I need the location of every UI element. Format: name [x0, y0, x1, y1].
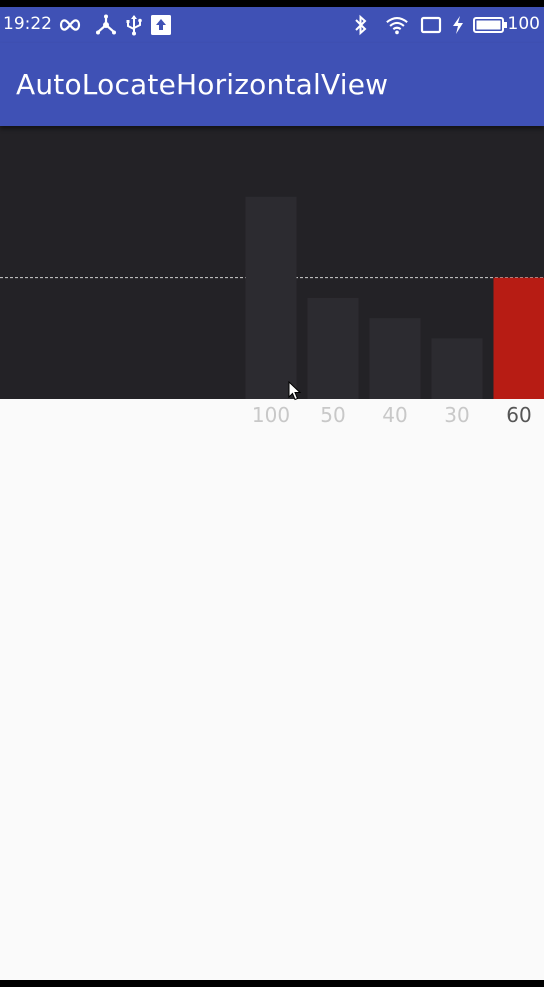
bar-label[interactable]: 40	[382, 403, 408, 427]
bar[interactable]	[245, 196, 297, 399]
bar-chart[interactable]	[0, 126, 544, 399]
bar-label[interactable]: 50	[320, 403, 346, 427]
screen-cast-icon	[419, 13, 443, 37]
wifi-icon	[385, 13, 409, 37]
charging-icon	[446, 13, 470, 37]
selected-bar-label[interactable]: 60	[506, 403, 532, 427]
bar[interactable]	[369, 318, 421, 399]
selected-bar[interactable]	[493, 277, 544, 399]
bar[interactable]	[431, 338, 483, 399]
status-bar: 19:22 100	[0, 7, 544, 43]
bar[interactable]	[307, 297, 359, 399]
mouse-pointer-icon	[288, 380, 302, 405]
bottom-edge	[0, 980, 544, 987]
infinity-icon	[58, 13, 82, 37]
status-time: 19:22	[3, 14, 52, 34]
upload-icon	[149, 13, 173, 37]
bar-label[interactable]: 30	[444, 403, 470, 427]
bluetooth-icon	[349, 13, 373, 37]
usb-icon	[122, 13, 146, 37]
bar-labels: 100 50 40 30 60	[0, 399, 544, 433]
battery-icon	[472, 13, 508, 37]
bar-chart-canvas[interactable]	[0, 126, 544, 399]
top-edge	[0, 0, 544, 7]
battery-level: 100	[507, 14, 540, 34]
app-bar: AutoLocateHorizontalView	[0, 43, 544, 126]
network-icon	[94, 13, 118, 37]
bar-label[interactable]: 100	[251, 403, 291, 427]
app-title: AutoLocateHorizontalView	[16, 68, 389, 101]
